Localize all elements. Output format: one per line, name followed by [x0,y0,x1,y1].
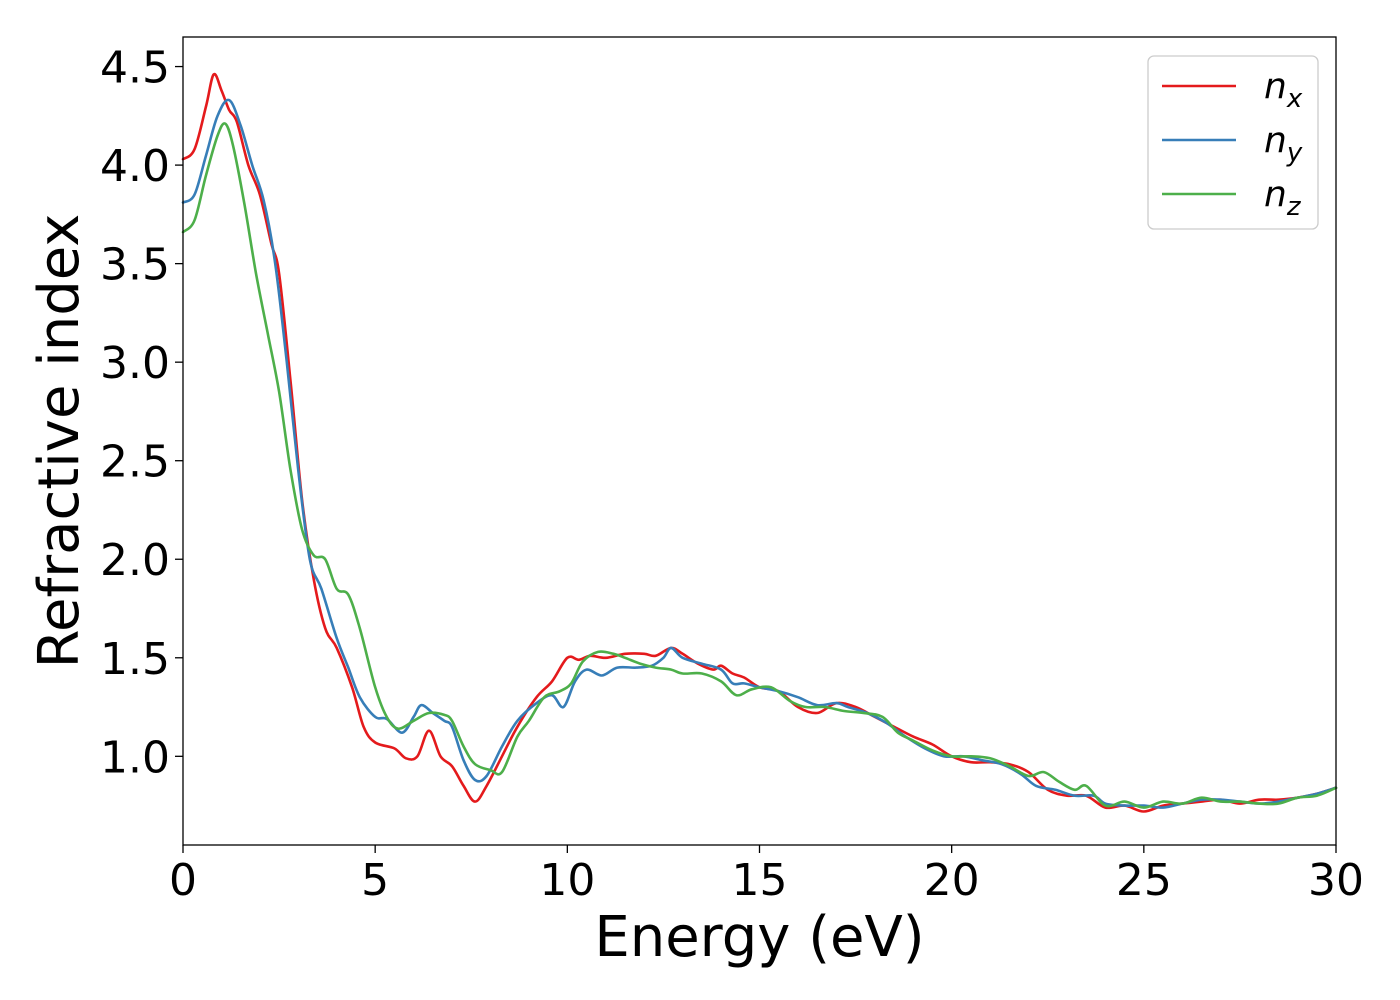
y-axis: 1.0 1.5 2.0 2.5 3.0 3.5 4.0 4.5 [100,43,183,783]
x-tick-label: 20 [924,855,980,906]
y-tick-label: 4.5 [100,43,170,94]
y-tick-label: 3.0 [100,338,170,389]
series-line-n-z [181,122,1338,809]
y-tick-label: 4.0 [100,141,170,192]
x-tick-label: 15 [732,855,788,906]
x-tick-label: 30 [1308,855,1364,906]
x-tick-label: 10 [539,855,595,906]
x-tick-label: 0 [169,855,197,906]
series-layer [181,72,1338,813]
y-tick-label: 1.0 [100,732,170,783]
y-tick-label: 1.5 [100,634,170,685]
y-axis-label: Refractive index [27,214,92,669]
y-tick-label: 3.5 [100,240,170,291]
y-tick-label: 2.0 [100,535,170,586]
x-axis: 0 5 10 15 20 25 30 [169,845,1364,906]
x-tick-label: 25 [1116,855,1172,906]
x-tick-label: 5 [361,855,389,906]
legend-box [1147,55,1319,230]
x-axis-label: Energy (eV) [594,905,924,970]
y-tick-label: 2.5 [100,437,170,488]
